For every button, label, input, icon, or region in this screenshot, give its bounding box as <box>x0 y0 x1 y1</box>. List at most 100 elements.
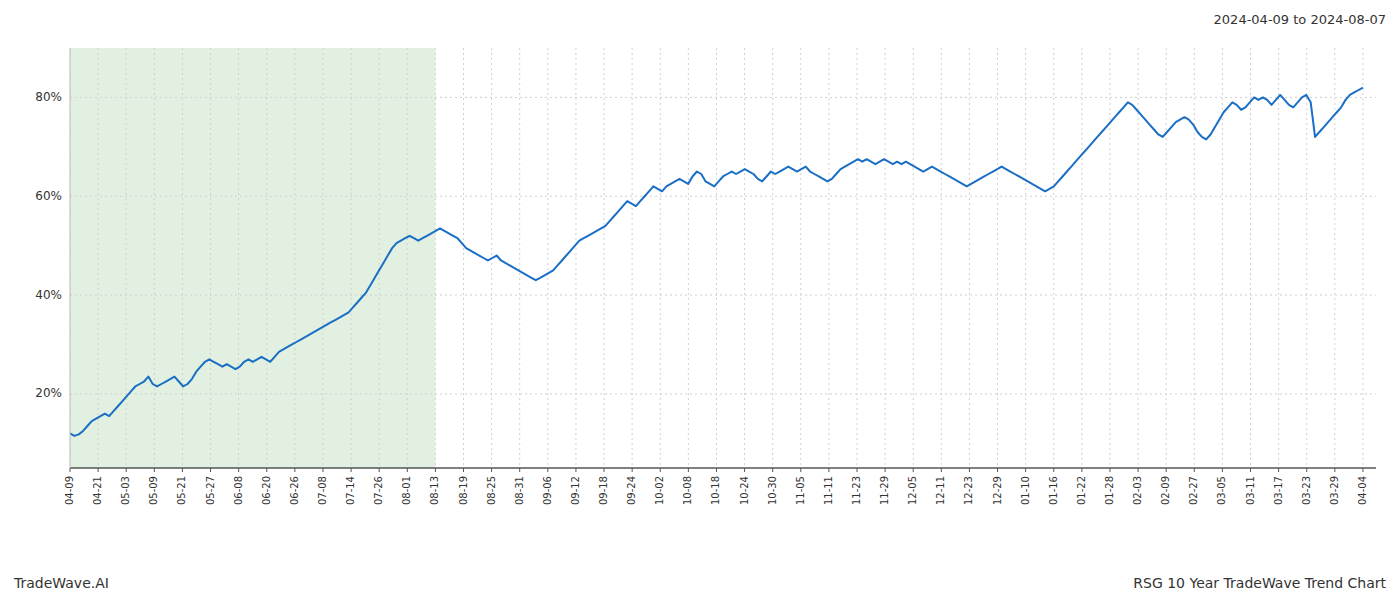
y-tick-label: 40% <box>35 288 62 302</box>
x-grid-line <box>379 48 380 468</box>
x-tick-label: 11-29 <box>879 476 890 505</box>
x-tick-label: 08-31 <box>514 476 525 505</box>
x-grid-line <box>126 48 127 468</box>
x-tick-label: 10-08 <box>682 476 693 505</box>
x-grid-line <box>351 48 352 468</box>
x-grid-line <box>772 48 773 468</box>
x-tick <box>351 468 352 472</box>
x-tick <box>1166 468 1167 472</box>
x-tick <box>1025 468 1026 472</box>
x-tick <box>126 468 127 472</box>
x-grid-line <box>997 48 998 468</box>
x-grid-line <box>969 48 970 468</box>
x-grid-line <box>1278 48 1279 468</box>
x-tick <box>547 468 548 472</box>
x-tick-label: 08-01 <box>401 476 412 505</box>
x-tick-label: 05-03 <box>120 476 131 505</box>
x-tick-label: 10-24 <box>739 476 750 505</box>
x-tick-label: 11-23 <box>851 476 862 505</box>
x-grid-line <box>322 48 323 468</box>
x-grid-line <box>238 48 239 468</box>
background <box>0 0 1400 600</box>
x-tick <box>1306 468 1307 472</box>
x-tick-label: 12-29 <box>992 476 1003 505</box>
x-tick-label: 10-18 <box>710 476 721 505</box>
x-grid-line <box>604 48 605 468</box>
x-tick-label: 12-23 <box>963 476 974 505</box>
x-tick-label: 07-26 <box>373 476 384 505</box>
x-grid-line <box>800 48 801 468</box>
x-tick <box>632 468 633 472</box>
x-tick <box>1138 468 1139 472</box>
y-tick-label: 20% <box>35 386 62 400</box>
x-tick-label: 10-30 <box>767 476 778 505</box>
x-tick-label: 04-09 <box>64 476 75 505</box>
x-grid-line <box>1166 48 1167 468</box>
x-grid-line <box>70 48 71 468</box>
x-tick-label: 01-10 <box>1020 476 1031 505</box>
x-axis-line <box>70 467 1376 469</box>
y-grid-line <box>70 97 1376 98</box>
x-grid-line <box>716 48 717 468</box>
x-tick <box>435 468 436 472</box>
x-grid-line <box>98 48 99 468</box>
x-grid-line <box>1222 48 1223 468</box>
x-tick-label: 02-09 <box>1160 476 1171 505</box>
x-tick <box>575 468 576 472</box>
x-tick-label: 03-17 <box>1273 476 1284 505</box>
x-tick <box>744 468 745 472</box>
x-tick <box>1278 468 1279 472</box>
x-tick <box>1081 468 1082 472</box>
x-tick <box>604 468 605 472</box>
annotation: RSG 10 Year TradeWave Trend Chart <box>1133 575 1386 591</box>
x-grid-line <box>828 48 829 468</box>
x-tick <box>1250 468 1251 472</box>
y-tick-label: 60% <box>35 189 62 203</box>
x-grid-line <box>744 48 745 468</box>
x-tick <box>1362 468 1363 472</box>
x-grid-line <box>1194 48 1195 468</box>
x-tick <box>182 468 183 472</box>
x-grid-line <box>885 48 886 468</box>
x-tick <box>379 468 380 472</box>
x-tick-label: 03-29 <box>1329 476 1340 505</box>
x-tick <box>98 468 99 472</box>
x-tick <box>800 468 801 472</box>
x-tick-label: 12-05 <box>907 476 918 505</box>
x-tick <box>491 468 492 472</box>
x-grid-line <box>1081 48 1082 468</box>
x-tick-label: 02-03 <box>1132 476 1143 505</box>
x-tick-label: 06-26 <box>289 476 300 505</box>
title: 2024-04-09 to 2024-08-07 <box>1214 12 1386 27</box>
x-tick-label: 12-11 <box>935 476 946 505</box>
x-grid-line <box>1025 48 1026 468</box>
x-tick-label: 01-16 <box>1048 476 1059 505</box>
x-tick-label: 04-21 <box>92 476 103 505</box>
axes: 20%40%60%80%04-0904-2105-0305-0905-2105-… <box>35 48 1376 505</box>
x-tick <box>407 468 408 472</box>
x-tick-label: 08-19 <box>458 476 469 505</box>
x-tick-label: 01-22 <box>1076 476 1087 505</box>
x-tick <box>70 468 71 472</box>
x-tick <box>941 468 942 472</box>
x-tick-label: 03-11 <box>1245 476 1256 505</box>
x-tick <box>660 468 661 472</box>
chart: 20%40%60%80%04-0904-2105-0305-0905-2105-… <box>0 0 1400 600</box>
x-grid-line <box>913 48 914 468</box>
x-tick-label: 02-27 <box>1188 476 1199 505</box>
y-grid-line <box>70 295 1376 296</box>
x-tick-label: 11-05 <box>795 476 806 505</box>
x-tick <box>266 468 267 472</box>
y-grid-line <box>70 196 1376 197</box>
x-tick <box>828 468 829 472</box>
x-grid-line <box>660 48 661 468</box>
x-grid-line <box>210 48 211 468</box>
x-tick <box>294 468 295 472</box>
x-tick <box>997 468 998 472</box>
x-grid-line <box>632 48 633 468</box>
x-tick <box>463 468 464 472</box>
plot-area <box>70 48 1376 468</box>
x-tick-label: 07-14 <box>345 476 356 505</box>
x-grid-line <box>407 48 408 468</box>
x-tick-label: 06-08 <box>233 476 244 505</box>
